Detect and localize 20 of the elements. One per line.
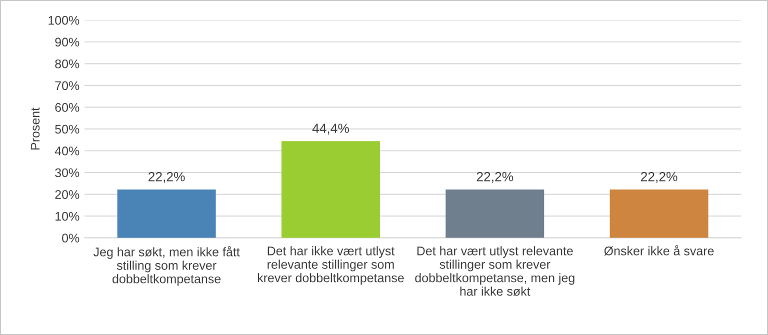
y-tick-label: 20% [55, 190, 80, 199]
y-tick-label: 50% [55, 124, 80, 134]
x-tick-label: Ønsker ikke å svare [604, 245, 714, 256]
y-tick-label: 90% [55, 38, 80, 47]
y-axis-title: Prosent [30, 108, 40, 150]
y-tick-label: 80% [55, 59, 80, 68]
y-tick-label: 30% [55, 168, 80, 178]
y-tick-label: 10% [56, 212, 80, 221]
data-label: 22,2% [641, 172, 678, 183]
x-tick-label: Jeg har søkt, men ikke fått stilling som krever dobbeltkompetanse [93, 246, 240, 286]
y-tick-label: 70% [55, 81, 80, 90]
x-tick-label: Det har ikke vært utlyst relevante stillinger som krever dobbeltkompetanse [258, 246, 404, 285]
data-label: 44,4% [312, 124, 349, 135]
x-tick-label: Det har vært utlyst relevante stillinger som krever dobbeltkompetanse, men jeg har ikke søkt [415, 246, 574, 296]
y-tick-label: 60% [55, 103, 80, 112]
data-label: 22,2% [476, 172, 514, 183]
y-tick-label: 100% [48, 16, 80, 25]
y-tick-label: 0% [62, 234, 80, 242]
y-tick-label: 40% [54, 146, 80, 156]
data-label: 22,2% [148, 172, 185, 183]
